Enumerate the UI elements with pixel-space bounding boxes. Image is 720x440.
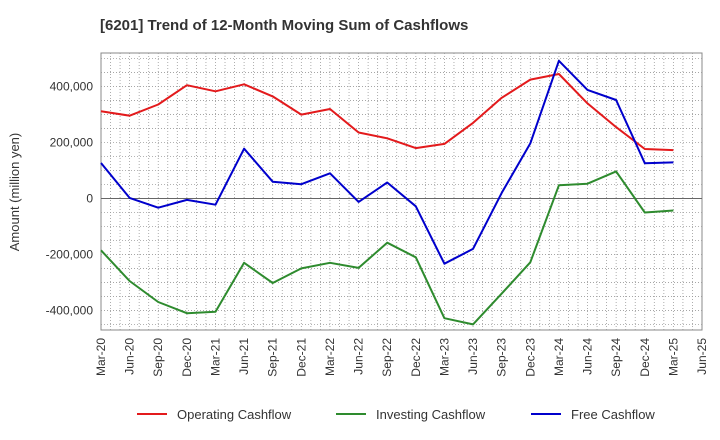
legend-label: Operating Cashflow: [177, 407, 292, 422]
axis-layer: -400,000 -200,000 0 200,000 400,000 Mar-20 Jun…: [46, 80, 709, 377]
x-tick-label: Jun-25: [695, 338, 709, 375]
legend-label: Free Cashflow: [571, 407, 655, 422]
x-tick-label: Mar-24: [552, 338, 566, 376]
x-tick-label: Dec-24: [638, 338, 652, 377]
y-tick-label: 200,000: [50, 136, 94, 150]
x-tick-label: Dec-23: [523, 338, 537, 377]
y-tick-label: 400,000: [50, 80, 94, 94]
x-tick-label: Sep-22: [380, 338, 394, 377]
x-tick-label: Dec-22: [409, 338, 423, 377]
y-tick-label: -200,000: [46, 247, 94, 261]
x-tick-label: Mar-22: [323, 338, 337, 376]
series-layer: [100, 59, 674, 326]
x-tick-label: Jun-20: [123, 338, 137, 375]
x-tick-label: Jun-23: [466, 338, 480, 375]
series-line-operating-cashflow: [100, 73, 674, 152]
y-axis-label: Amount (million yen): [7, 133, 22, 252]
x-tick-label: Jun-24: [581, 338, 595, 375]
plot-frame: [100, 52, 703, 331]
y-tick-label: -400,000: [46, 303, 94, 317]
x-tick-label: Dec-20: [180, 338, 194, 377]
grid-layer: [100, 52, 703, 331]
series-line-free-cashflow: [100, 59, 674, 265]
x-tick-label: Mar-21: [208, 338, 222, 376]
x-tick-label: Sep-20: [151, 338, 165, 377]
x-tick-label: Sep-24: [609, 338, 623, 377]
x-tick-label: Sep-23: [495, 338, 509, 377]
x-tick-label: Mar-25: [666, 338, 680, 376]
x-tick-label: Mar-23: [437, 338, 451, 376]
x-tick-label: Jun-21: [237, 338, 251, 375]
x-tick-label: Jun-22: [352, 338, 366, 375]
x-tick-label: Dec-21: [294, 338, 308, 377]
chart-title: [6201] Trend of 12-Month Moving Sum of C…: [100, 17, 468, 34]
legend-label: Investing Cashflow: [376, 407, 486, 422]
legend: Operating Cashflow Investing Cashflow Free…: [137, 407, 655, 422]
x-tick-label: Sep-21: [266, 338, 280, 377]
y-tick-label: 0: [86, 191, 93, 205]
x-tick-label: Mar-20: [94, 338, 108, 376]
series-line-investing-cashflow: [100, 170, 674, 326]
